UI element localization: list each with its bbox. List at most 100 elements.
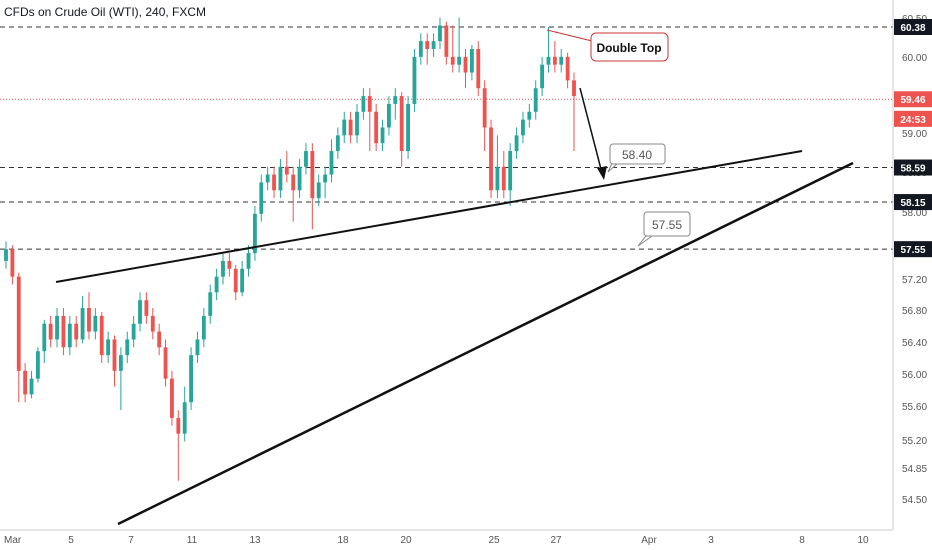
- candle-body: [367, 96, 372, 112]
- candle-body: [418, 41, 423, 57]
- candle-body: [495, 166, 500, 191]
- candle-body: [342, 119, 347, 136]
- candle-body: [87, 308, 91, 332]
- candle-body: [533, 88, 538, 112]
- y-tick-label: 55.60: [902, 402, 927, 413]
- price-axis: 60.5060.0059.5059.0058.5058.0057.6057.20…: [892, 0, 932, 550]
- x-tick-label: 7: [128, 535, 134, 546]
- x-tick-label: 5: [68, 535, 74, 546]
- y-tick-label: 57.20: [902, 275, 927, 286]
- price-label-1: 59.46: [894, 91, 932, 108]
- candles: [4, 17, 576, 481]
- candle-body: [272, 174, 276, 191]
- candle-body: [278, 166, 283, 191]
- y-tick-label: 58.00: [902, 208, 927, 219]
- candle-body: [118, 355, 123, 371]
- candle-body: [214, 276, 219, 293]
- candle-body: [399, 96, 404, 152]
- candle-body: [252, 213, 257, 254]
- candle-body: [112, 339, 117, 371]
- y-tick-label: 55.20: [902, 436, 927, 447]
- double-top-label: Double Top: [596, 41, 661, 55]
- candle-body: [29, 378, 34, 395]
- price-note-58-40[interactable]: 58.40: [607, 143, 666, 173]
- candle-body: [431, 41, 436, 49]
- chart-title: CFDs on Crude Oil (WTI), 240, FXCM: [4, 5, 207, 19]
- candle-body: [157, 331, 162, 348]
- candle-body: [23, 370, 28, 395]
- time-axis: Mar 5 7 11 13 18 20 25 27 Apr 3 8 10: [0, 529, 893, 546]
- candle-body: [259, 182, 264, 214]
- x-tick-label: 10: [857, 535, 869, 546]
- candle-body: [42, 323, 47, 352]
- candle-body: [125, 339, 130, 356]
- candle-body: [412, 56, 417, 104]
- candle-body: [138, 300, 142, 324]
- price-label-3: 58.59: [894, 159, 932, 176]
- x-tick-label: 20: [400, 535, 412, 546]
- candle-body: [80, 308, 85, 340]
- candle-body: [150, 315, 155, 332]
- trendline-drawings: [55, 87, 854, 526]
- candle-body: [310, 151, 315, 199]
- y-tick-label: 54.50: [902, 495, 927, 506]
- candle-body: [201, 315, 206, 340]
- candle-body: [374, 111, 379, 144]
- y-tick-label: 59.00: [902, 129, 927, 140]
- candle-body: [355, 111, 359, 136]
- candle-body: [16, 276, 21, 371]
- forecast-arrow-line: [579, 87, 603, 174]
- candle-body: [501, 166, 506, 191]
- candle-body: [182, 402, 187, 434]
- candle-body: [291, 174, 296, 191]
- candle-body: [55, 315, 59, 340]
- candle-body: [284, 166, 289, 175]
- price-label-text: 59.46: [900, 95, 925, 106]
- upper-trendline: [55, 150, 803, 283]
- y-tick-label: 54.85: [902, 464, 927, 475]
- candle-body: [233, 268, 238, 293]
- price-label-text: 60.38: [900, 23, 925, 34]
- price-note-57-55[interactable]: 57.55: [637, 211, 691, 247]
- candle-body: [348, 119, 353, 136]
- candle-body: [67, 323, 72, 348]
- price-label-2: 24:53: [894, 110, 932, 127]
- candle-body: [265, 174, 270, 183]
- candle-body: [361, 96, 366, 112]
- candle-body: [189, 355, 193, 403]
- price-label-text: 58.59: [900, 164, 925, 175]
- candle-body: [476, 48, 481, 89]
- candle-body: [99, 315, 104, 356]
- price-label-5: 57.55: [894, 241, 932, 258]
- candle-body: [240, 268, 245, 293]
- price-label-4: 58.15: [894, 194, 932, 211]
- candle-body: [546, 56, 551, 65]
- price-note-58-40-text: 58.40: [622, 148, 652, 162]
- candle-body: [48, 323, 53, 340]
- x-tick-label: 8: [799, 535, 805, 546]
- candle-body: [489, 127, 493, 191]
- price-label-text: 57.55: [900, 245, 925, 256]
- candle-body: [457, 56, 462, 65]
- candle-body: [246, 253, 251, 269]
- y-tick-label: 56.00: [902, 370, 927, 381]
- x-tick-label: 25: [488, 535, 500, 546]
- candle-body: [393, 96, 398, 104]
- x-tick-label: Apr: [641, 535, 657, 546]
- candle-body: [195, 339, 200, 356]
- y-tick-label: 56.80: [902, 306, 927, 317]
- candle-body: [227, 260, 232, 269]
- double-top-callout[interactable]: Double Top: [546, 29, 669, 62]
- price-label-text: 58.15: [900, 198, 925, 209]
- price-labels: 60.38 59.46 24:53 58.59 58.15 57.55: [894, 19, 932, 258]
- candle-body: [565, 56, 570, 81]
- candle-body: [406, 103, 410, 152]
- lower-trendline: [117, 161, 854, 526]
- x-tick-label: 18: [337, 535, 349, 546]
- candle-body: [387, 103, 391, 128]
- x-tick-label: 13: [249, 535, 261, 546]
- x-tick-label: 27: [550, 535, 562, 546]
- x-tick-label: 11: [187, 535, 198, 546]
- candle-body: [74, 323, 79, 340]
